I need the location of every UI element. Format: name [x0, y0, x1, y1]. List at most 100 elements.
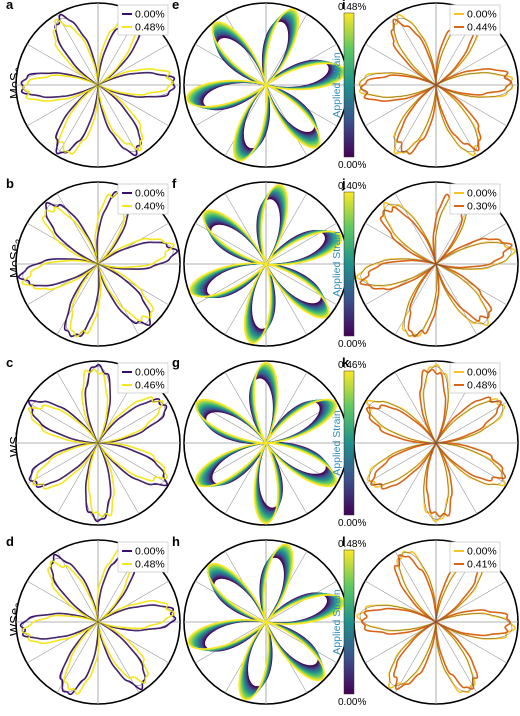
- series-line: [21, 190, 175, 338]
- legend-box: [117, 4, 169, 36]
- legend-entry: 0.00%: [135, 367, 165, 379]
- panels: MoS2a0.00%0.48%ei0.00%0.44%0.48%0.00%App…: [6, 0, 519, 708]
- polar-gridline: [194, 222, 267, 265]
- polar-gridline: [394, 550, 437, 623]
- polar-gridline: [56, 550, 99, 623]
- colorbar-min: 0.00%: [338, 160, 366, 171]
- polar-gridline: [435, 84, 478, 157]
- polar-gridline: [97, 401, 170, 444]
- polar-gridline: [364, 442, 437, 485]
- colorbar-gradient: [343, 549, 355, 695]
- panel-k: k 0.00%0.48%: [342, 355, 519, 526]
- legend-entry: 0.48%: [135, 559, 165, 571]
- panel-letter: f: [172, 176, 177, 191]
- series-line: [27, 368, 169, 518]
- colorbar-gradient: [343, 370, 355, 516]
- series-line: [365, 368, 507, 518]
- panel-letter: k: [342, 355, 350, 370]
- strain-curve: [187, 543, 345, 701]
- colorbar-label: Applied Strain: [331, 52, 343, 118]
- panel-d: d 0.00%0.48%: [6, 534, 181, 705]
- polar-gridline: [97, 84, 140, 157]
- polar-gridline: [265, 263, 338, 306]
- legend-box: [449, 362, 501, 394]
- polar-gridline: [97, 263, 170, 306]
- colorbar-max: 0.46%: [338, 360, 366, 371]
- polar-gridline: [364, 222, 437, 265]
- polar-gridline: [435, 621, 478, 694]
- polar-gridline: [97, 621, 140, 694]
- legend-entry: 0.00%: [467, 367, 497, 379]
- polar-gridline: [56, 192, 99, 265]
- panel-h: h: [172, 534, 349, 705]
- strain-curve: [189, 184, 343, 344]
- panel-letter: l: [342, 534, 346, 549]
- panel-b: b 0.00%0.40%: [6, 176, 181, 347]
- legend-entry: 0.30%: [467, 201, 497, 213]
- polar-gridline: [56, 13, 99, 86]
- panel-letter: c: [6, 355, 13, 370]
- colorbar-h: 0.48% 0.00% Applied Strain: [331, 539, 366, 708]
- polar-gridline: [394, 263, 437, 336]
- legend-entry: 0.00%: [467, 9, 497, 21]
- panel-letter: g: [172, 355, 180, 370]
- polar-gridline: [394, 621, 437, 694]
- panel-letter: i: [342, 0, 346, 12]
- legend-box: [117, 362, 169, 394]
- colorbar-gradient: [343, 12, 355, 158]
- panel-e: e: [172, 0, 349, 168]
- colorbar-label: Applied Strain: [331, 589, 343, 655]
- legend-box: [117, 541, 169, 573]
- panel-j: j0.00%0.30%: [341, 176, 519, 347]
- panel-letter: b: [6, 176, 14, 191]
- fit-line: [368, 366, 504, 520]
- panel-a: a 0.00%0.48%: [6, 0, 181, 168]
- legend-entry: 0.40%: [135, 201, 165, 213]
- polar-gridline: [26, 222, 99, 265]
- colorbar-max: 0.48%: [338, 539, 366, 550]
- legend-entry: 0.44%: [467, 22, 497, 34]
- polar-gridline: [435, 222, 508, 265]
- legend-entry: 0.48%: [135, 22, 165, 34]
- colorbar-min: 0.00%: [338, 339, 366, 350]
- strain-curve: [195, 361, 337, 525]
- polar-gridline: [56, 263, 99, 336]
- panel-g: g: [172, 355, 349, 526]
- legend-box: [117, 183, 169, 215]
- fit-line: [30, 366, 166, 520]
- panel-letter: a: [6, 0, 14, 12]
- polar-gridline: [435, 263, 478, 336]
- polar-gridline: [394, 13, 437, 86]
- polar-gridline: [435, 263, 508, 306]
- colorbar-f: 0.40% 0.00% Applied Strain: [331, 181, 366, 350]
- legend-box: [449, 183, 501, 215]
- legend-entry: 0.00%: [467, 188, 497, 200]
- legend-entry: 0.00%: [135, 546, 165, 558]
- polar-gridline: [194, 263, 267, 306]
- panel-letter: h: [172, 534, 180, 549]
- legend-box: [449, 541, 501, 573]
- polar-gridline: [26, 263, 99, 306]
- legend-entry: 0.46%: [135, 380, 165, 392]
- legend-entry: 0.00%: [467, 546, 497, 558]
- legend-entry: 0.48%: [467, 380, 497, 392]
- colorbar-g: 0.46% 0.00% Applied Strain: [331, 360, 366, 529]
- colorbar-label: Applied Strain: [331, 410, 343, 476]
- colorbar-label: Applied Strain: [331, 231, 343, 297]
- polar-gridline: [394, 192, 437, 265]
- legend-entry: 0.00%: [135, 9, 165, 21]
- polar-gridline: [26, 442, 99, 485]
- polar-gridline: [364, 263, 437, 306]
- strain-curve: [186, 8, 346, 162]
- panel-i: i 0.00%0.44%: [342, 0, 519, 168]
- panel-letter: j: [341, 176, 346, 191]
- polar-gridline: [97, 222, 170, 265]
- legend-box: [449, 4, 501, 36]
- series-line: [359, 190, 513, 338]
- panel-letter: d: [6, 534, 14, 549]
- polar-gridline: [435, 401, 508, 444]
- panel-letter: e: [172, 0, 179, 12]
- panel-l: l 0.00%0.41%: [342, 534, 519, 705]
- panel-c: c 0.00%0.46%: [6, 355, 181, 526]
